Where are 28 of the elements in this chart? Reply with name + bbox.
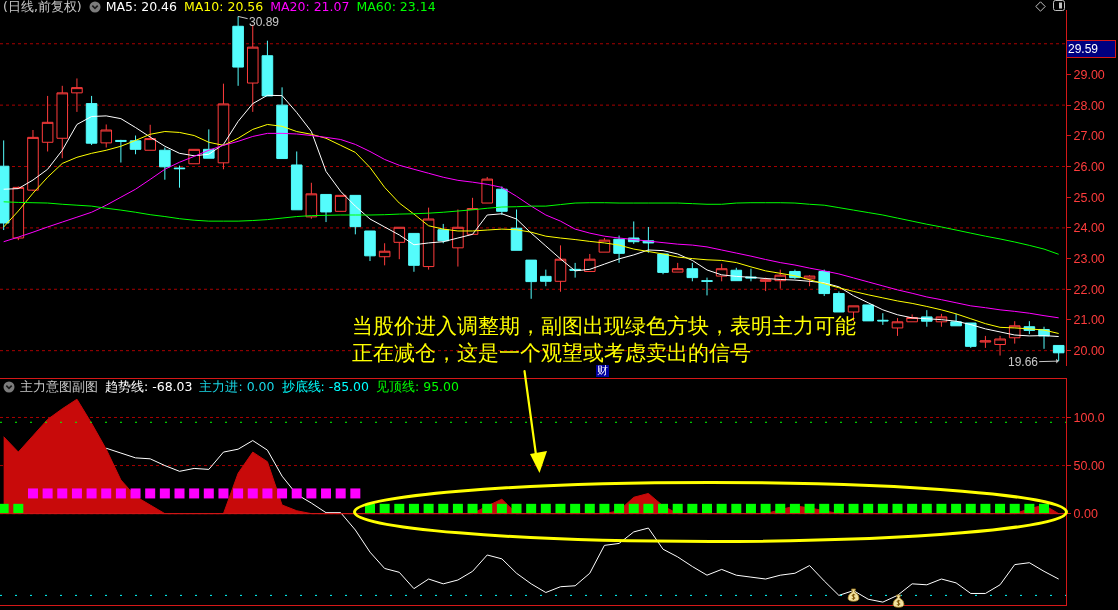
y-tick-label: 29.00 [1073,67,1105,82]
y-tick-label: 26.00 [1073,159,1105,174]
y-tick-label: 20.00 [1073,344,1105,359]
text: MA5: 20.46 [105,0,177,14]
y-tick-label: 25.00 [1073,190,1105,205]
y-tick-label: 21.00 [1073,313,1105,328]
annotation: 19.66 [1008,355,1039,369]
text: MA10: 20.56 [184,0,264,14]
annotation: 30.89 [249,15,280,29]
text: MA60: 23.14 [356,0,436,14]
y-tick-label: 27.00 [1073,129,1105,144]
y-tick-label: 28.00 [1073,98,1105,113]
y-tick-label: 100.0 [1073,410,1105,425]
annotation: 财 [596,364,609,377]
annotation: 主力进: 0.00 [199,379,275,394]
annotation: 当股价进入调整期，副图出现绿色方块，表明主力可能正在减仓，这是一个观望或考虑卖出的信号 [352,313,857,365]
y-tick-label: 50.00 [1073,458,1105,473]
ref-line-label: 见顶线: 95.00 [376,379,459,394]
y-tick-label: 23.00 [1073,251,1105,266]
ref-line-label: 抄底线: -85.00 [281,379,369,394]
chart-title: 主力意图副图 [20,379,98,394]
text: 趋势线: -68.03 [105,379,193,394]
y-tick-label: 24.00 [1073,221,1105,236]
text: MA20: 21.07 [270,0,350,14]
chart-title: (日线,前复权) [3,0,82,14]
y-tick-label: 0.00 [1073,507,1098,522]
text: 29.59 [1068,42,1099,56]
y-tick-label: 22.00 [1073,282,1105,297]
